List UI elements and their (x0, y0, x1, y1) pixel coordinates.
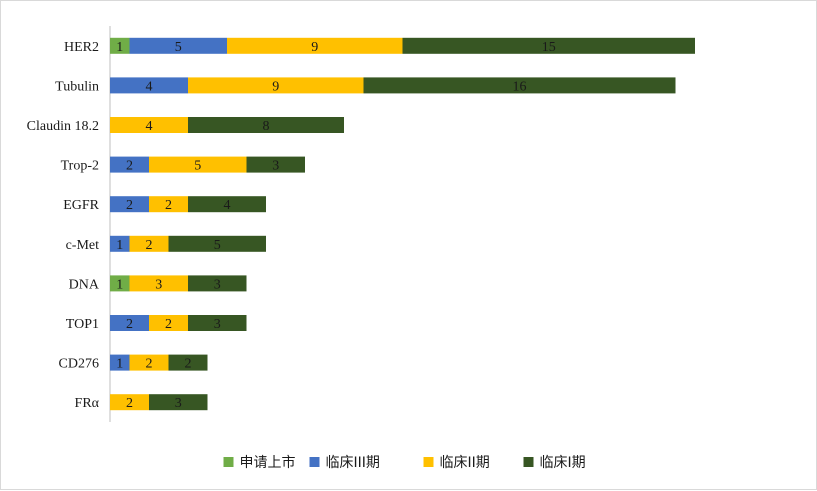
legend-entry: 临床I期 (540, 455, 586, 471)
bar-segment (149, 394, 208, 411)
data-label: 1 (116, 40, 123, 55)
data-label: 2 (185, 357, 192, 372)
bar-segment (363, 77, 676, 94)
data-label: 2 (146, 357, 153, 372)
bar-segment (110, 37, 130, 54)
bar-segment (129, 354, 169, 371)
bar-segment (168, 235, 266, 252)
legend-swatch (309, 457, 320, 467)
bar-segment (246, 156, 305, 173)
legend-swatch (423, 457, 434, 467)
data-label: 4 (146, 79, 153, 94)
category-label: c-Met (66, 238, 100, 253)
bar-segment (149, 315, 188, 331)
data-label: 2 (165, 317, 172, 332)
category-label: Trop-2 (61, 159, 99, 174)
data-label: 4 (146, 119, 153, 134)
bar-segment (227, 37, 403, 54)
bar-segment (110, 235, 130, 252)
bar-segment (110, 315, 149, 331)
data-label: 2 (126, 159, 133, 174)
data-label: 9 (272, 79, 279, 94)
data-label: 5 (175, 40, 182, 55)
category-label: EGFR (63, 198, 99, 213)
category-label: TOP1 (66, 317, 99, 332)
bar-segment (129, 275, 188, 292)
data-label: 3 (272, 159, 279, 174)
data-label: 3 (214, 277, 221, 292)
bar-segment (129, 37, 227, 54)
data-label: 5 (194, 159, 201, 174)
data-label: 5 (214, 238, 221, 253)
data-label: 4 (224, 198, 231, 213)
bar-segment (110, 77, 188, 94)
bar-segment (188, 117, 344, 133)
category-label: FRα (75, 396, 100, 411)
bar-segment (110, 394, 149, 411)
data-label: 2 (165, 198, 172, 213)
category-label: Claudin 18.2 (27, 119, 99, 134)
bar-segment (149, 196, 188, 213)
category-label: CD276 (59, 357, 99, 372)
data-label: 3 (175, 396, 182, 411)
data-label: 2 (126, 198, 133, 213)
bar-segment (149, 156, 247, 173)
legend-entry: 临床II期 (440, 455, 490, 471)
data-label: 2 (126, 396, 133, 411)
bar-segment (110, 117, 188, 133)
bar-segment (110, 275, 130, 292)
data-label: 1 (116, 238, 123, 253)
data-label: 16 (513, 79, 527, 94)
bar-segment (110, 354, 130, 371)
data-label: 3 (214, 317, 221, 332)
bar-segment (129, 235, 169, 252)
legend-swatch (223, 457, 234, 467)
legend-entry: 申请上市 (240, 454, 296, 471)
data-label: 1 (116, 277, 123, 292)
data-label: 2 (146, 238, 153, 253)
legend-entry: 临床III期 (326, 455, 380, 471)
bar-segment (402, 37, 695, 54)
category-label: DNA (69, 277, 100, 292)
category-label: Tubulin (55, 79, 99, 94)
bar-segment (110, 196, 149, 213)
data-label: 2 (126, 317, 133, 332)
data-label: 1 (116, 357, 123, 372)
legend-swatch (523, 457, 534, 467)
category-label: HER2 (64, 40, 99, 55)
data-label: 3 (155, 277, 162, 292)
bar-segment (188, 275, 247, 292)
data-label: 15 (542, 40, 556, 55)
bar-segment (188, 77, 364, 94)
bar-segment (188, 315, 247, 331)
data-label: 8 (263, 119, 270, 134)
bar-segment (168, 354, 208, 371)
data-label: 9 (311, 40, 318, 55)
bar-segment (188, 196, 266, 213)
bar-segment (110, 156, 149, 173)
